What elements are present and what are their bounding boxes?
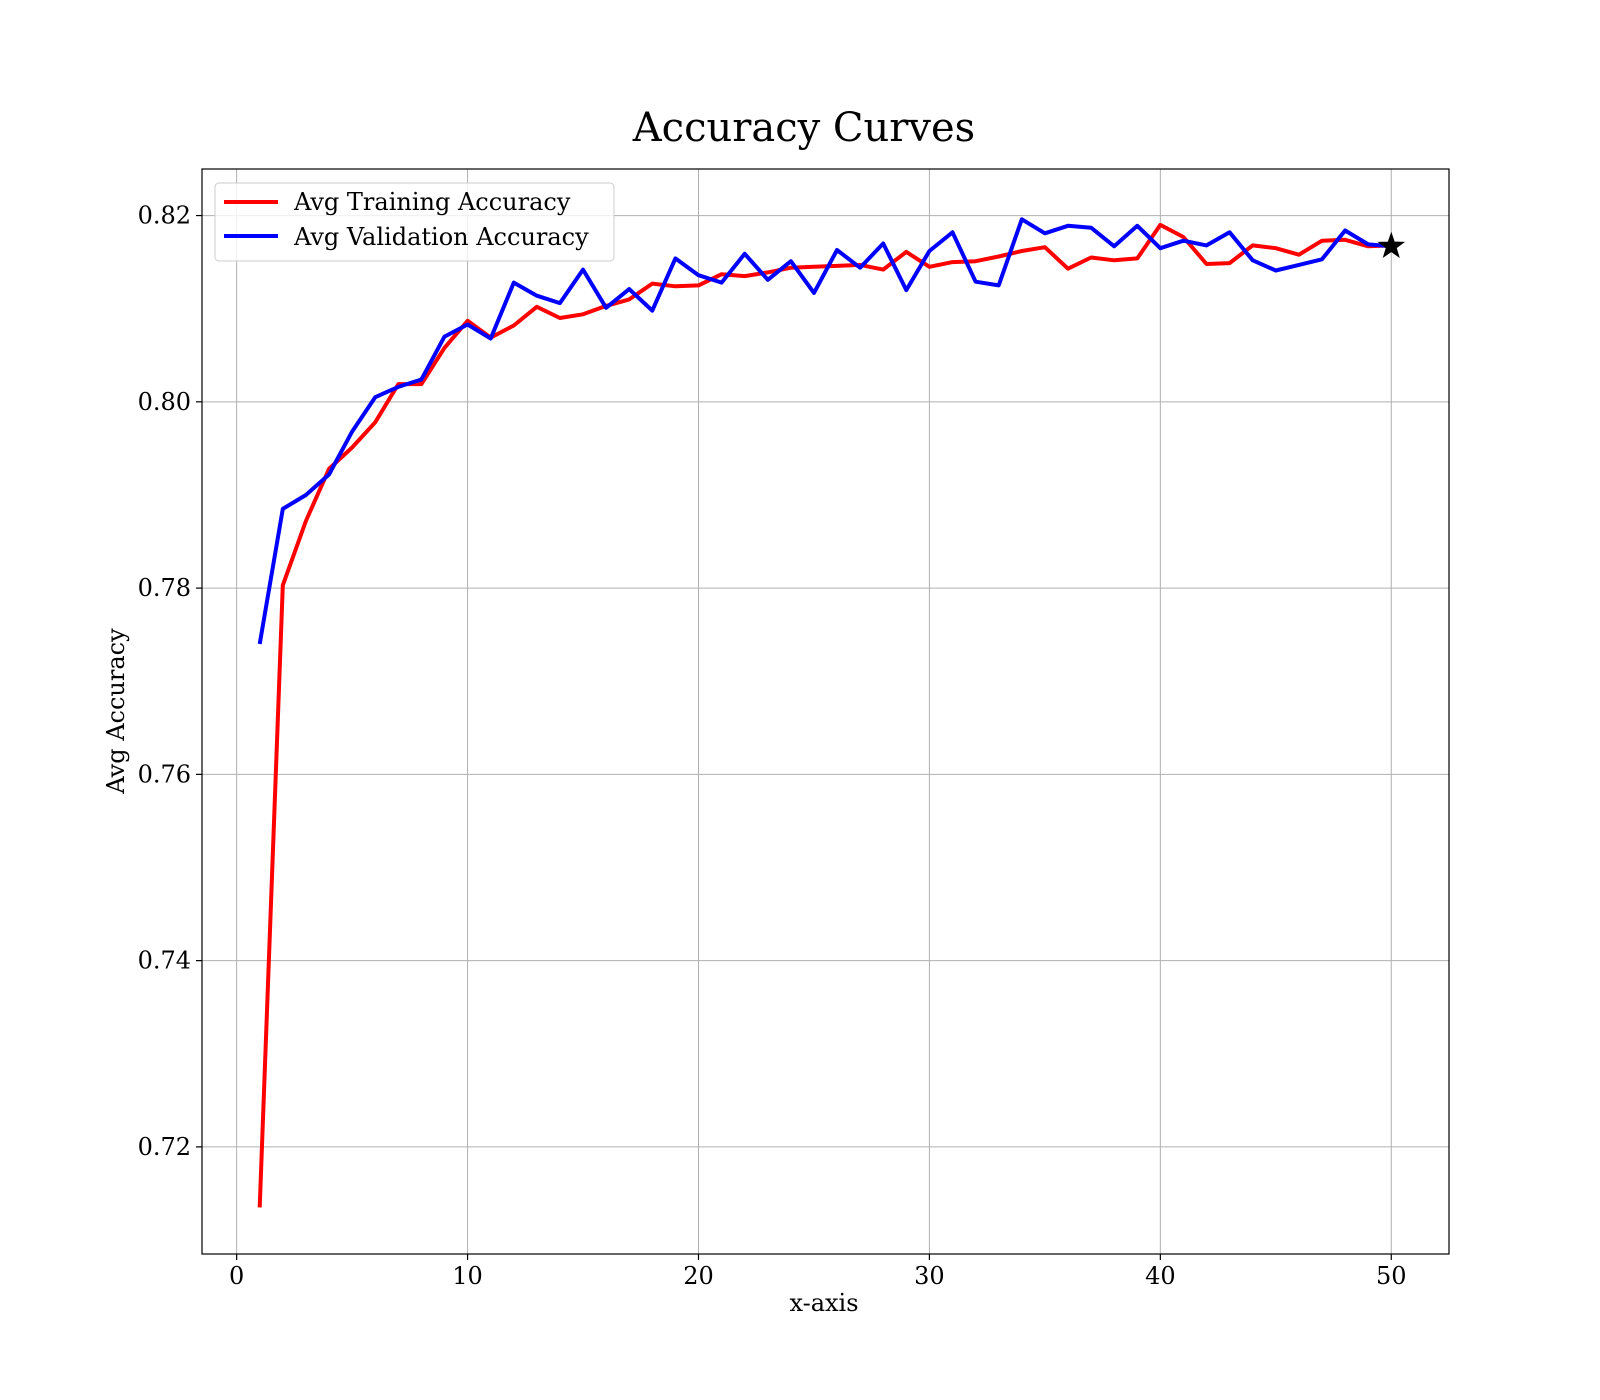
y-tick-label: 0.80	[138, 388, 191, 416]
y-tick-label: 0.76	[138, 760, 191, 788]
marker-layer	[1377, 231, 1406, 259]
x-tick-label: 20	[683, 1262, 714, 1290]
chart-title: Accuracy Curves	[632, 105, 975, 151]
legend-box	[214, 182, 615, 262]
x-tick-label: 10	[452, 1262, 483, 1290]
series-layer	[257, 217, 1392, 1208]
series-line-validation	[257, 217, 1392, 645]
y-tick-label: 0.72	[138, 1133, 191, 1161]
x-tick-label: 50	[1376, 1262, 1407, 1290]
plot-frame	[201, 168, 1450, 1255]
y-tick-label: 0.74	[138, 947, 191, 975]
legend: Avg Training Accuracy Avg Validation Acc…	[214, 182, 615, 262]
x-axis-label: x-axis	[789, 1289, 858, 1317]
y-tick-label: 0.78	[138, 574, 191, 602]
x-axis-ticks: 0 10 20 30 40 50	[229, 1254, 1407, 1290]
legend-label-training: Avg Training Accuracy	[293, 188, 571, 216]
y-axis-label: Avg Accuracy	[102, 628, 130, 795]
x-tick-label: 0	[229, 1262, 244, 1290]
x-tick-label: 40	[1145, 1262, 1176, 1290]
y-tick-label: 0.82	[138, 202, 191, 230]
series-line-training	[257, 222, 1392, 1208]
star-marker-icon	[1377, 231, 1406, 259]
legend-label-validation: Avg Validation Accuracy	[293, 223, 589, 251]
grid	[202, 169, 1449, 1254]
x-tick-label: 30	[914, 1262, 945, 1290]
y-axis-ticks: 0.72 0.74 0.76 0.78 0.80 0.82	[138, 202, 202, 1161]
